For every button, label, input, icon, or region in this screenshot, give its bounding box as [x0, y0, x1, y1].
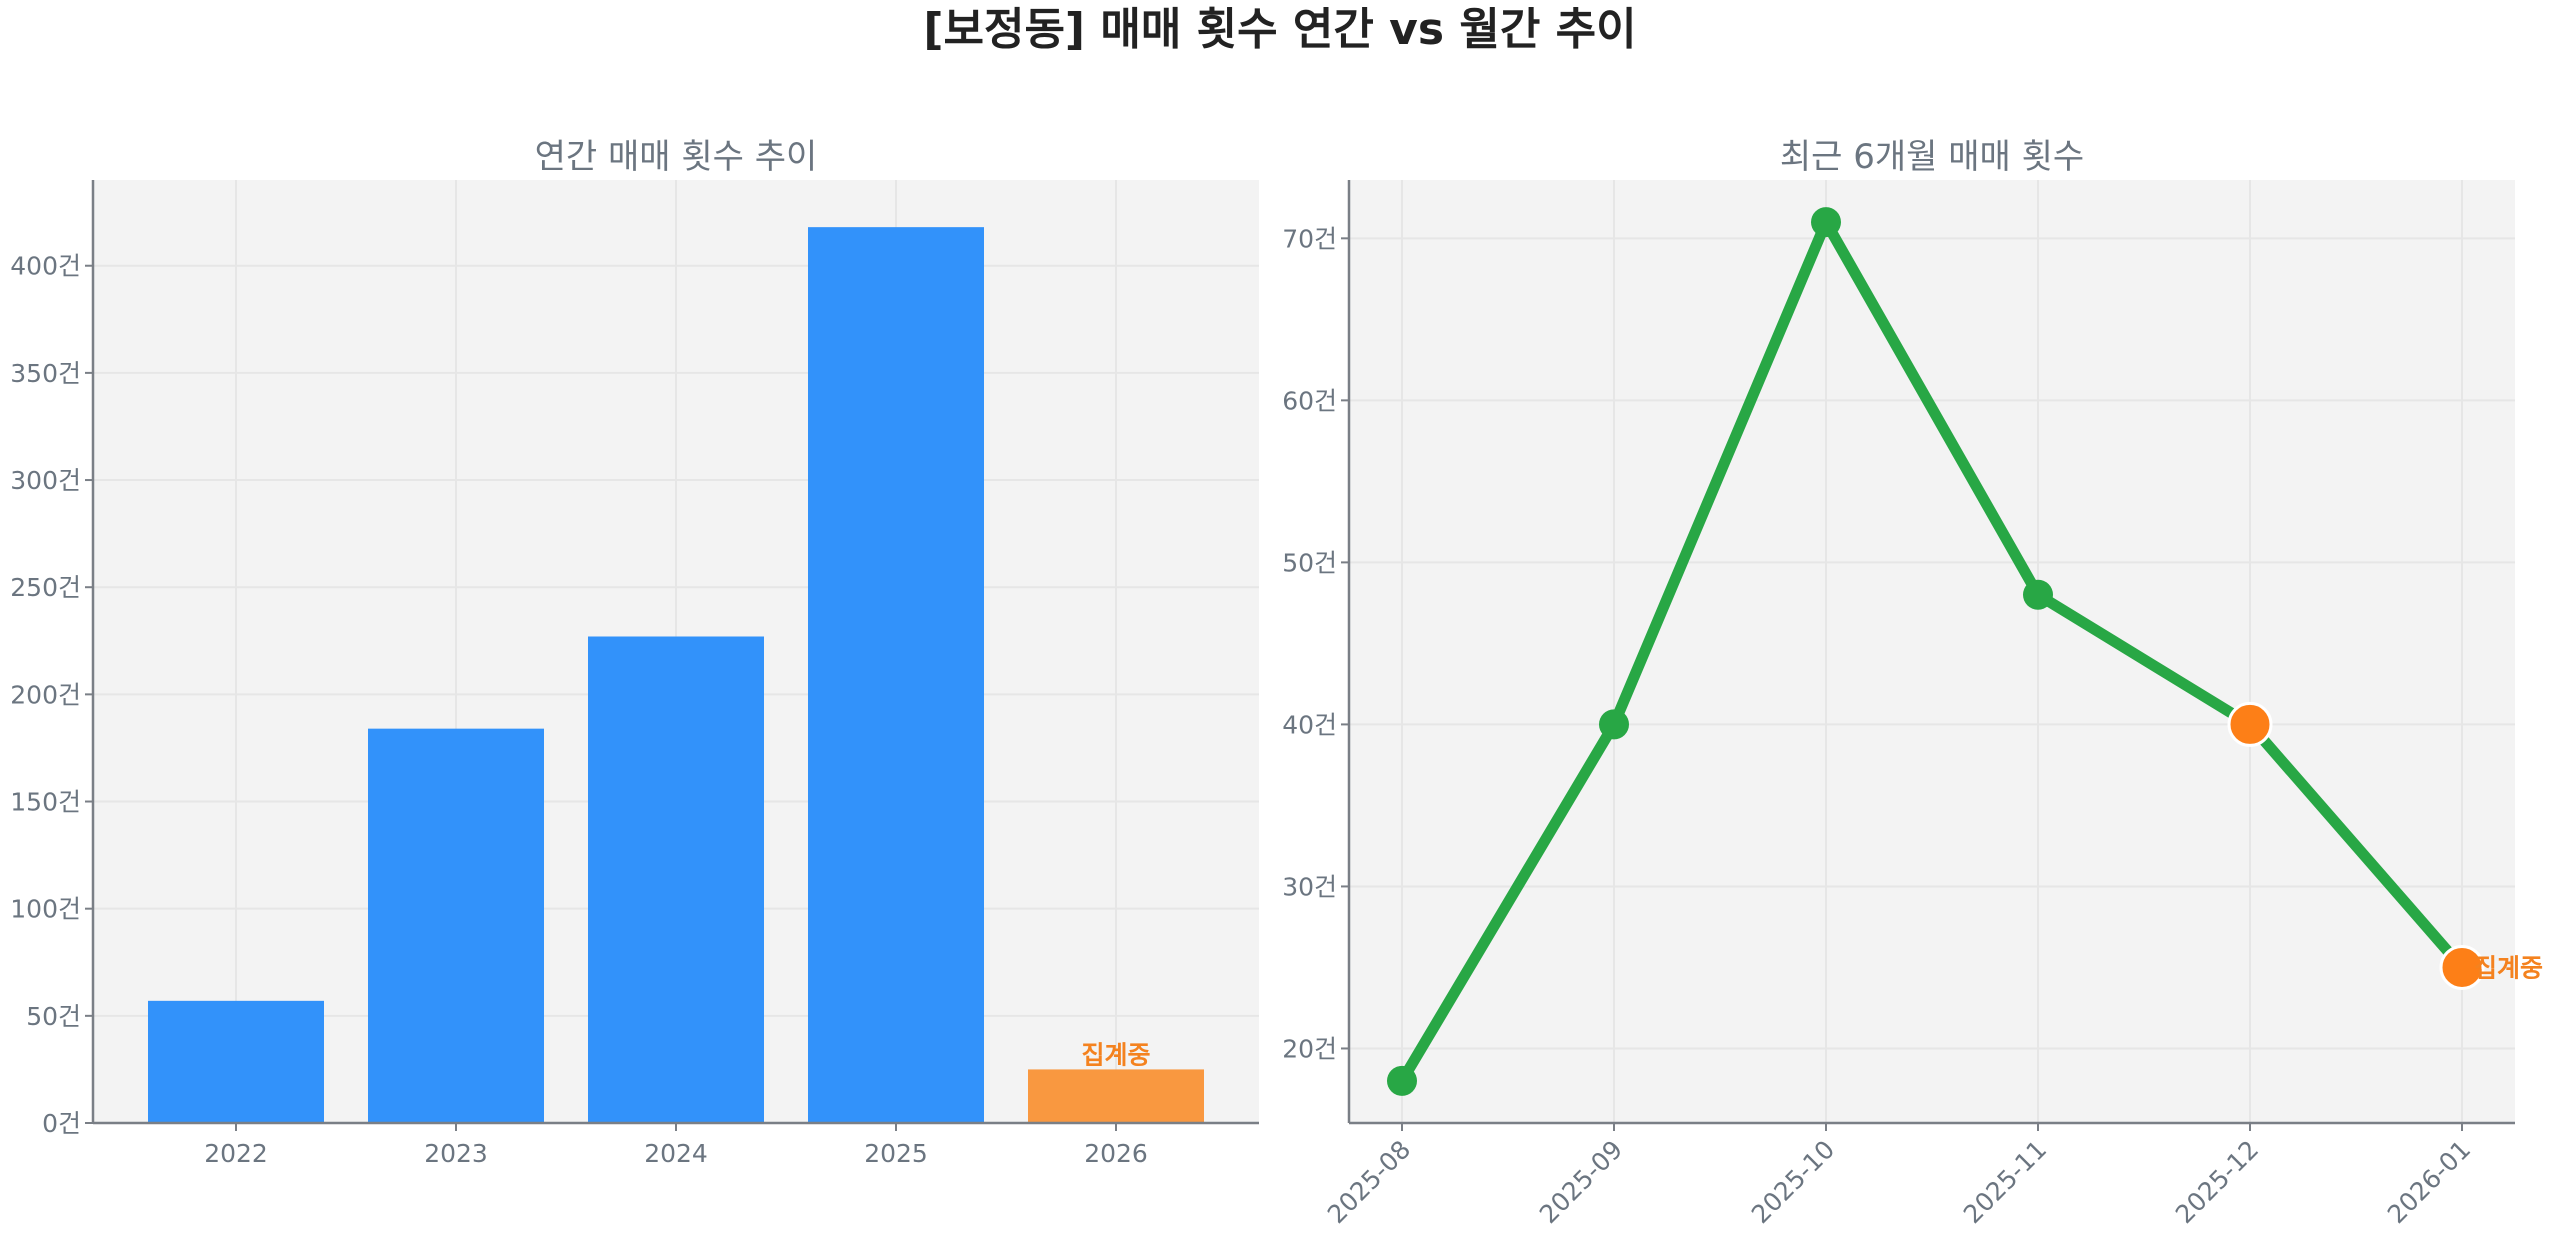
y-tick-label: 50건: [26, 1002, 81, 1031]
bar-axes: [85, 180, 1259, 1131]
y-tick-label: 350건: [10, 359, 81, 388]
bar-series: [148, 227, 1204, 1123]
trend-line: [1396, 216, 2468, 1087]
y-tick-label: 250건: [10, 573, 81, 602]
point-2025-08: [1387, 1065, 1417, 1096]
y-tick-label: 50건: [1282, 548, 1337, 577]
y-tick-label: 60건: [1282, 386, 1337, 415]
in-progress-label: 집계중: [2474, 953, 2543, 982]
y-tick-label: 40건: [1282, 710, 1337, 739]
bar-2026: [1028, 1069, 1204, 1123]
y-tick-label: 0건: [42, 1109, 81, 1138]
point-2025-12: [2227, 701, 2273, 747]
y-tick-label: 300건: [10, 466, 81, 495]
y-tick-label: 70건: [1282, 224, 1337, 253]
x-tick-label: 2022: [204, 1139, 268, 1168]
x-tick-label: 2025: [864, 1139, 928, 1168]
in-progress-label: 집계중: [1081, 1040, 1150, 1069]
bar-x-tick-labels: 2022 2023 2024 2025 2026: [204, 1139, 1148, 1168]
figure-title: [보정동] 매매 횟수 연간 vs 월간 추이: [923, 4, 1636, 55]
annual-bar-chart: 연간 매매 횟수 추이 0건 50건 100건 150건 200건 250건 300건 350…: [10, 137, 1259, 1168]
x-tick-label: 2024: [644, 1139, 708, 1168]
point-2025-10: [1811, 207, 1841, 238]
line-series: [1396, 216, 2468, 1087]
x-tick-label: 2026-01: [2382, 1135, 2476, 1229]
x-tick-label: 2025-11: [1958, 1135, 2052, 1229]
x-tick-label: 2025-10: [1746, 1135, 1840, 1229]
bar-2024: [588, 636, 764, 1123]
y-tick-label: 20건: [1282, 1034, 1337, 1063]
bar-2023: [368, 728, 544, 1123]
bar-chart-title: 연간 매매 횟수 추이: [535, 137, 818, 177]
x-tick-label: 2025-08: [1322, 1135, 1416, 1229]
y-tick-label: 150건: [10, 788, 81, 817]
line-plot-area: [1349, 180, 2515, 1123]
bar-2022: [148, 1000, 324, 1123]
y-tick-label: 100건: [10, 895, 81, 924]
line-axes: [1341, 180, 2515, 1131]
point-2026-01: [2439, 944, 2485, 990]
bar-annotations: 집계중: [1081, 1040, 1150, 1069]
line-markers: [1387, 207, 2485, 1096]
line-chart-title: 최근 6개월 매매 횟수: [1780, 137, 2084, 177]
line-annotations: 집계중: [2474, 953, 2543, 982]
x-tick-label: 2023: [424, 1139, 488, 1168]
line-y-tick-labels: 20건 30건 40건 50건 60건 70건: [1282, 224, 1337, 1063]
bar-2025: [808, 227, 984, 1123]
y-tick-label: 400건: [10, 252, 81, 281]
y-tick-label: 30건: [1282, 872, 1337, 901]
x-tick-label: 2026: [1084, 1139, 1148, 1168]
point-2025-09: [1599, 709, 1629, 740]
x-tick-label: 2025-12: [2170, 1135, 2264, 1229]
y-tick-label: 200건: [10, 680, 81, 709]
bar-y-tick-labels: 0건 50건 100건 150건 200건 250건 300건 350건 400건: [10, 252, 81, 1138]
point-2025-11: [2023, 579, 2053, 610]
line-x-tick-labels: 2025-08 2025-09 2025-10 2025-11 2025-12 2026-…: [1322, 1135, 2476, 1229]
x-tick-label: 2025-09: [1534, 1135, 1628, 1229]
